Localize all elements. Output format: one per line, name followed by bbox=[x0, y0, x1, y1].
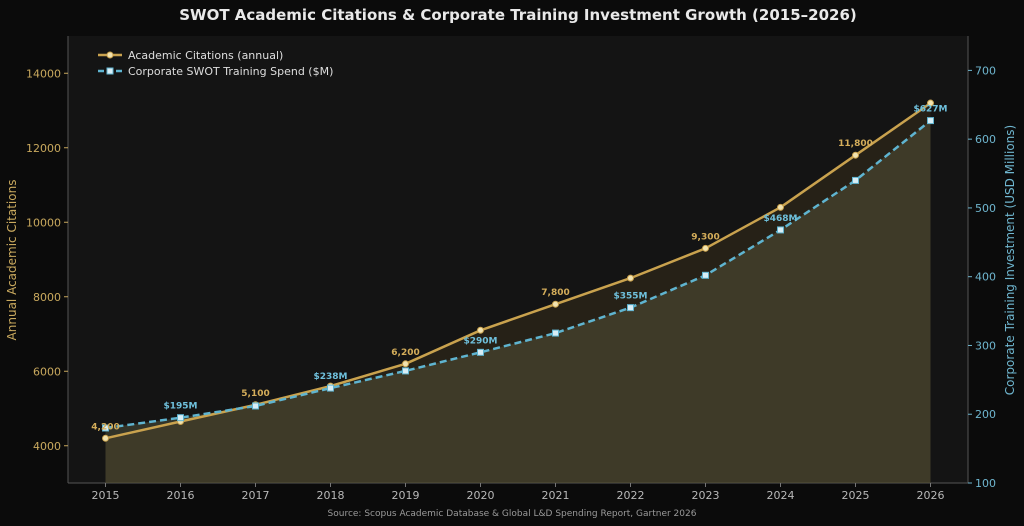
spend-data-label: $195M bbox=[163, 402, 197, 412]
x-tick-label: 2019 bbox=[392, 489, 420, 502]
citations-point bbox=[477, 326, 484, 334]
series-markers bbox=[102, 99, 934, 442]
spend-point bbox=[402, 367, 409, 375]
x-tick-label: 2024 bbox=[767, 489, 795, 502]
spend-point bbox=[102, 424, 109, 432]
x-tick-label: 2018 bbox=[317, 489, 345, 502]
y-left-tick-label: 12000 bbox=[26, 142, 61, 155]
citations-area-fill bbox=[105, 103, 931, 483]
citations-point bbox=[402, 360, 409, 368]
x-tick-label: 2023 bbox=[692, 489, 720, 502]
y-right-tick-label: 700 bbox=[975, 64, 996, 77]
citations-point bbox=[552, 300, 559, 308]
data-labels: 4,200 5,100 6,200 7,800 9,300 11,800 $195M $238… bbox=[91, 105, 947, 433]
y-left-tick-label: 8000 bbox=[33, 291, 61, 304]
series-lines bbox=[105, 102, 932, 440]
spend-point bbox=[702, 271, 709, 279]
y-right-tick-label: 400 bbox=[975, 271, 996, 284]
spend-point bbox=[627, 304, 634, 312]
x-tick-label: 2025 bbox=[842, 489, 870, 502]
x-tick-label: 2020 bbox=[467, 489, 495, 502]
area-fills bbox=[105, 103, 931, 483]
axes: 2015 2016 2017 2018 2019 2020 2021 2022 2023 2024… bbox=[26, 36, 996, 502]
y-right-tick-label: 100 bbox=[975, 477, 996, 490]
citations-point bbox=[102, 434, 109, 442]
x-tick-label: 2017 bbox=[242, 489, 270, 502]
y-left-tick-label: 10000 bbox=[26, 216, 61, 229]
y-axis-right-label: Corporate Training Investment (USD Milli… bbox=[1003, 125, 1017, 395]
citations-line bbox=[105, 102, 932, 440]
y-right-tick-label: 200 bbox=[975, 408, 996, 421]
spend-data-label: $238M bbox=[313, 372, 347, 382]
citations-point bbox=[777, 203, 784, 211]
citations-data-label: 6,200 bbox=[391, 348, 419, 358]
x-tick-label: 2021 bbox=[542, 489, 570, 502]
spend-area-fill bbox=[105, 120, 931, 483]
spend-line bbox=[105, 119, 932, 430]
y-left-tick-label: 6000 bbox=[33, 365, 61, 378]
y-right-tick-label: 600 bbox=[975, 133, 996, 146]
spend-data-label: $468M bbox=[763, 214, 797, 224]
spend-point bbox=[852, 176, 859, 184]
y-right-tick-label: 500 bbox=[975, 202, 996, 215]
spend-point bbox=[777, 226, 784, 234]
y-left-tick-label: 4000 bbox=[33, 440, 61, 453]
y-axis-left-label: Annual Academic Citations bbox=[5, 180, 19, 341]
x-tick-label: 2026 bbox=[917, 489, 945, 502]
x-tick-label: 2015 bbox=[92, 489, 120, 502]
spend-data-label: $627M bbox=[913, 105, 947, 115]
citations-point bbox=[702, 244, 709, 252]
citations-point bbox=[852, 151, 859, 159]
spend-point bbox=[252, 402, 259, 410]
spend-point bbox=[327, 384, 334, 392]
citations-point bbox=[927, 99, 934, 107]
legend: Academic Citations (annual) Corporate SW… bbox=[98, 49, 333, 78]
citations-data-label: 9,300 bbox=[691, 232, 719, 242]
x-tick-label: 2016 bbox=[167, 489, 195, 502]
source-note: Source: Scopus Academic Database & Globa… bbox=[328, 509, 697, 519]
y-right-tick-label: 300 bbox=[975, 339, 996, 352]
x-tick-label: 2022 bbox=[617, 489, 645, 502]
citations-data-label: 4,200 bbox=[91, 422, 119, 432]
citations-data-label: 7,800 bbox=[541, 288, 569, 298]
citations-data-label: 11,800 bbox=[838, 139, 873, 149]
spend-point bbox=[477, 348, 484, 356]
legend-entry-spend: Corporate SWOT Training Spend ($M) bbox=[128, 65, 333, 78]
y-left-tick-label: 14000 bbox=[26, 67, 61, 80]
citations-data-label: 5,100 bbox=[241, 389, 269, 399]
citations-point bbox=[627, 274, 634, 282]
chart-title: SWOT Academic Citations & Corporate Trai… bbox=[179, 6, 857, 24]
spend-point bbox=[927, 117, 934, 125]
legend-entry-citations: Academic Citations (annual) bbox=[128, 49, 283, 62]
spend-point bbox=[177, 414, 184, 422]
legend-swatch-spend-marker bbox=[106, 67, 114, 75]
spend-data-label: $290M bbox=[463, 336, 497, 346]
spend-data-label: $355M bbox=[613, 292, 647, 302]
legend-swatch-citations-marker bbox=[106, 51, 114, 59]
spend-point bbox=[552, 329, 559, 337]
